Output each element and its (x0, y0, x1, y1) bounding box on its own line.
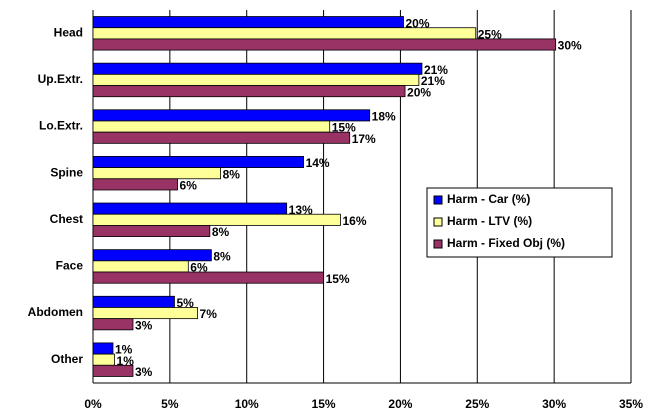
data-label: 1% (117, 354, 135, 368)
bar (92, 167, 221, 180)
bar (92, 213, 341, 226)
y-tick-label: Head (54, 25, 83, 39)
bar (92, 120, 331, 133)
bar (92, 178, 178, 191)
legend-swatch (433, 195, 443, 205)
legend-label: Harm - Fixed Obj (%) (447, 236, 565, 250)
data-label: 15% (326, 272, 350, 286)
data-label: 16% (342, 214, 366, 228)
data-label: 8% (223, 167, 241, 181)
data-label: 3% (135, 318, 153, 332)
y-tick-label: Chest (50, 212, 83, 226)
bar (92, 307, 198, 320)
legend-label: Harm - Car (%) (447, 192, 530, 206)
legend-swatch (433, 239, 443, 249)
bar (92, 62, 423, 75)
data-label: 20% (406, 16, 430, 30)
x-tick-label: 5% (161, 397, 179, 411)
data-label: 6% (190, 261, 208, 275)
y-tick-label: Other (51, 352, 83, 366)
data-label: 20% (407, 85, 431, 99)
x-tick-label: 25% (465, 397, 489, 411)
bar (92, 225, 211, 237)
data-label: 3% (135, 365, 153, 379)
bar (92, 27, 477, 40)
data-label: 8% (212, 225, 230, 239)
y-tick-label: Abdomen (28, 305, 83, 319)
bar (92, 38, 557, 51)
data-label: 14% (306, 156, 330, 170)
y-tick-label: Face (56, 259, 84, 273)
bar (92, 156, 304, 168)
x-tick-label: 30% (542, 397, 566, 411)
data-label: 6% (180, 179, 198, 193)
data-label: 25% (478, 27, 502, 41)
bar (92, 364, 134, 377)
data-label: 8% (213, 249, 231, 263)
bar (92, 260, 189, 273)
bar (92, 131, 351, 144)
data-label: 30% (558, 39, 582, 53)
bar (92, 295, 175, 308)
bar (92, 85, 406, 98)
bar (92, 249, 212, 262)
bar (92, 202, 288, 215)
x-tick-label: 0% (84, 397, 102, 411)
y-tick-label: Up.Extr. (38, 72, 83, 86)
legend-box (426, 187, 613, 258)
x-tick-label: 10% (235, 397, 259, 411)
bar (92, 16, 404, 29)
x-tick-label: 35% (619, 397, 643, 411)
bar (92, 109, 371, 122)
bar (92, 353, 115, 366)
data-label: 18% (372, 110, 396, 124)
data-label: 7% (200, 307, 218, 321)
data-label: 17% (352, 132, 376, 146)
legend-label: Harm - LTV (%) (447, 214, 532, 228)
data-label: 21% (424, 63, 448, 77)
x-tick-label: 20% (388, 397, 412, 411)
data-label: 5% (176, 296, 194, 310)
legend-swatch (433, 217, 443, 227)
bar (92, 73, 420, 86)
bar (92, 342, 114, 355)
y-tick-label: Lo.Extr. (39, 119, 83, 133)
y-tick-label: Spine (50, 165, 83, 179)
data-label: 15% (332, 121, 356, 135)
x-tick-label: 15% (312, 397, 336, 411)
data-label: 13% (289, 203, 313, 217)
bar (92, 271, 324, 284)
data-label: 21% (421, 74, 445, 88)
bar (92, 318, 134, 331)
data-label: 1% (115, 343, 133, 357)
